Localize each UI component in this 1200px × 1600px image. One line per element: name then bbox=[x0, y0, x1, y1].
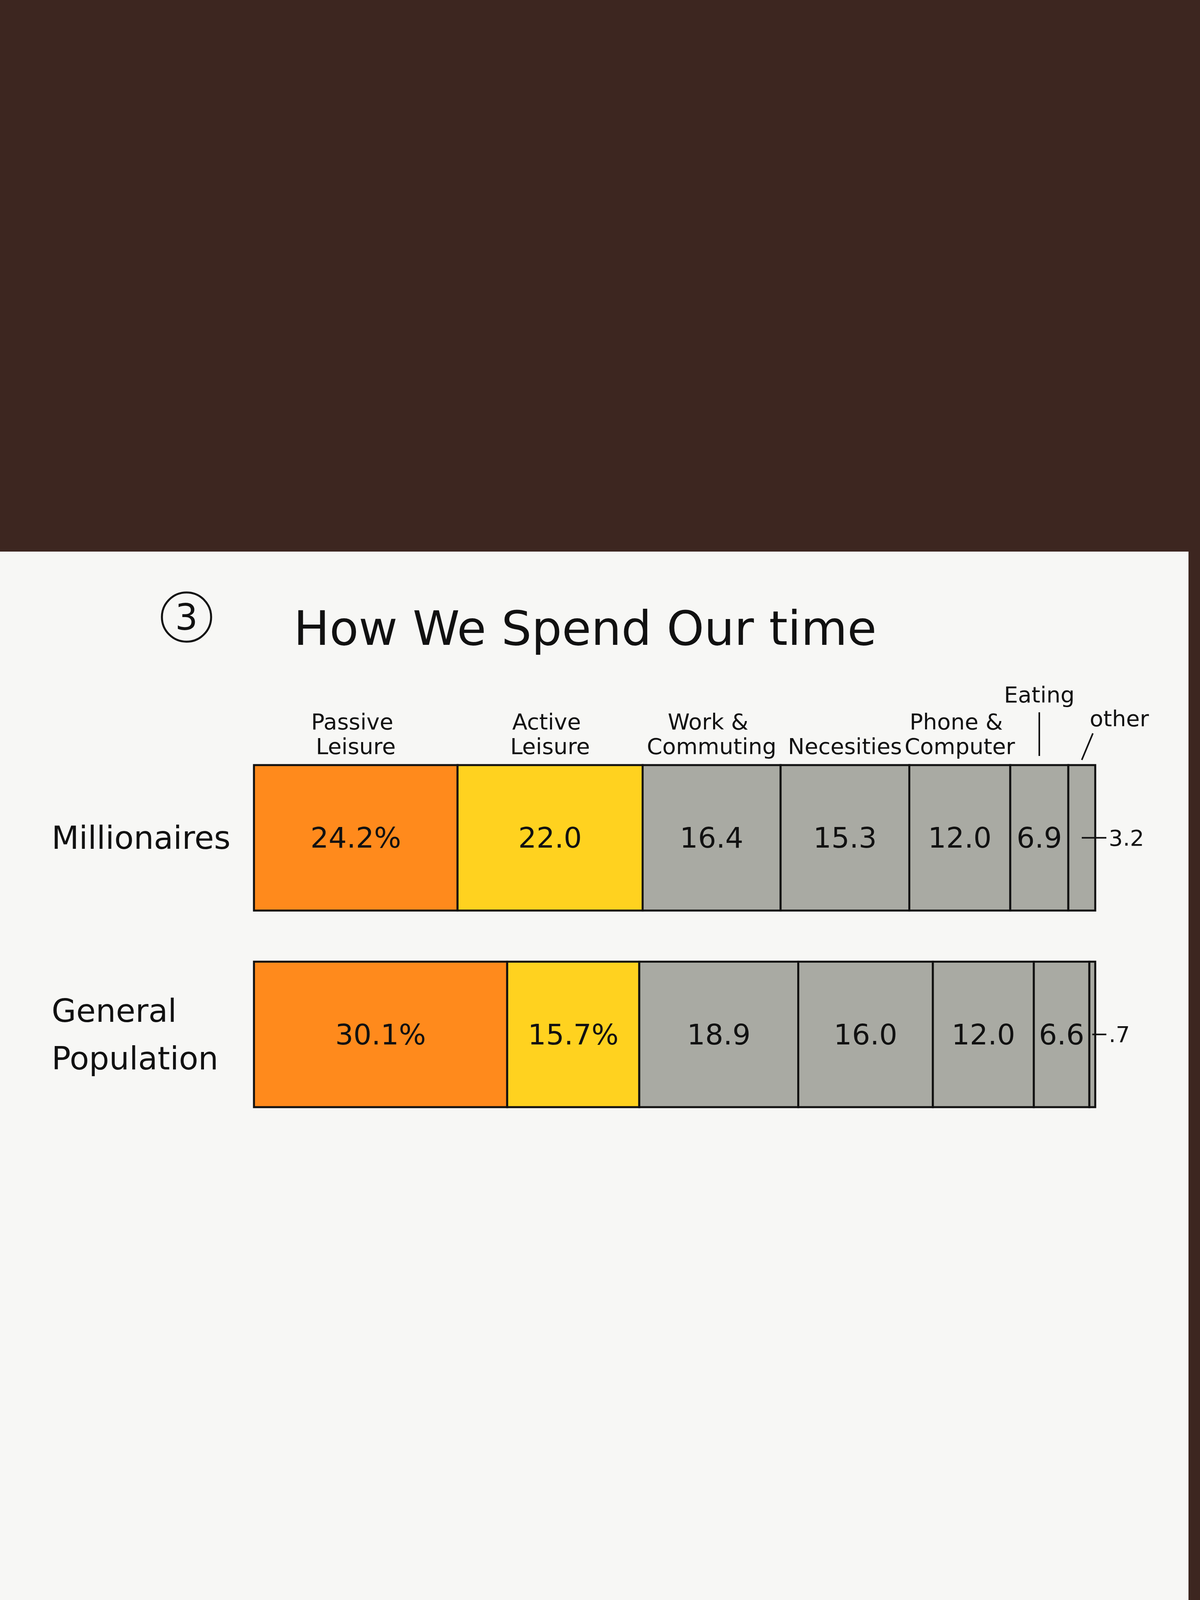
annotation-circle bbox=[161, 592, 212, 642]
bar bbox=[780, 765, 910, 911]
bar bbox=[1033, 961, 1090, 1108]
chart: 3 How We Spend Our time Passive Leisure Act… bbox=[0, 0, 1200, 1600]
data-label: 12.0 bbox=[928, 821, 992, 855]
category-label: General Population bbox=[51, 992, 219, 1077]
bar bbox=[507, 961, 640, 1108]
bar bbox=[642, 765, 781, 911]
series-label: Eating bbox=[1003, 681, 1075, 708]
leader-line bbox=[1038, 712, 1041, 756]
data-label: 18.9 bbox=[686, 1017, 751, 1052]
data-label: 15.7% bbox=[527, 1017, 619, 1052]
data-label: 30.1% bbox=[335, 1017, 427, 1052]
title: How We Spend Our time bbox=[293, 600, 877, 656]
data-label: 6.9 bbox=[1016, 821, 1063, 855]
bar bbox=[253, 961, 508, 1108]
leader-line bbox=[1092, 1033, 1107, 1036]
tick: General Population bbox=[51, 992, 219, 1077]
data-label: 16.4 bbox=[679, 821, 744, 855]
series-label: Work & Commuting bbox=[646, 708, 777, 760]
leader-line bbox=[1081, 733, 1093, 760]
bar bbox=[457, 765, 643, 911]
data-label: 22.0 bbox=[518, 821, 582, 855]
data-label: 6.6 bbox=[1038, 1017, 1085, 1052]
series-label: Passive Leisure bbox=[311, 708, 401, 760]
y-axis: Millionaires General Population bbox=[51, 819, 231, 1077]
bar bbox=[932, 961, 1034, 1108]
annotation: 3 bbox=[175, 596, 198, 639]
data-label: 15.3 bbox=[813, 821, 877, 855]
leader-line bbox=[1081, 836, 1107, 839]
series-label: Phone & Computer bbox=[904, 708, 1016, 760]
bar bbox=[909, 765, 1010, 911]
series-label: Necesities bbox=[788, 733, 902, 760]
tick: Millionaires bbox=[51, 819, 231, 857]
data-label: 3.2 bbox=[1108, 825, 1145, 851]
bar bbox=[798, 961, 933, 1108]
data-label: 16.0 bbox=[833, 1017, 898, 1052]
data-label: 12.0 bbox=[951, 1017, 1016, 1052]
series-label: Active Leisure bbox=[510, 708, 591, 760]
category-label: Millionaires bbox=[51, 819, 231, 857]
bar bbox=[1010, 765, 1069, 911]
bar bbox=[639, 961, 799, 1108]
data-label: 24.2% bbox=[310, 821, 402, 855]
series-label: other bbox=[1089, 705, 1150, 732]
paper bbox=[0, 551, 1189, 1600]
data-label: .7 bbox=[1108, 1021, 1130, 1048]
bar bbox=[253, 765, 458, 911]
plot-area bbox=[253, 765, 1096, 1108]
